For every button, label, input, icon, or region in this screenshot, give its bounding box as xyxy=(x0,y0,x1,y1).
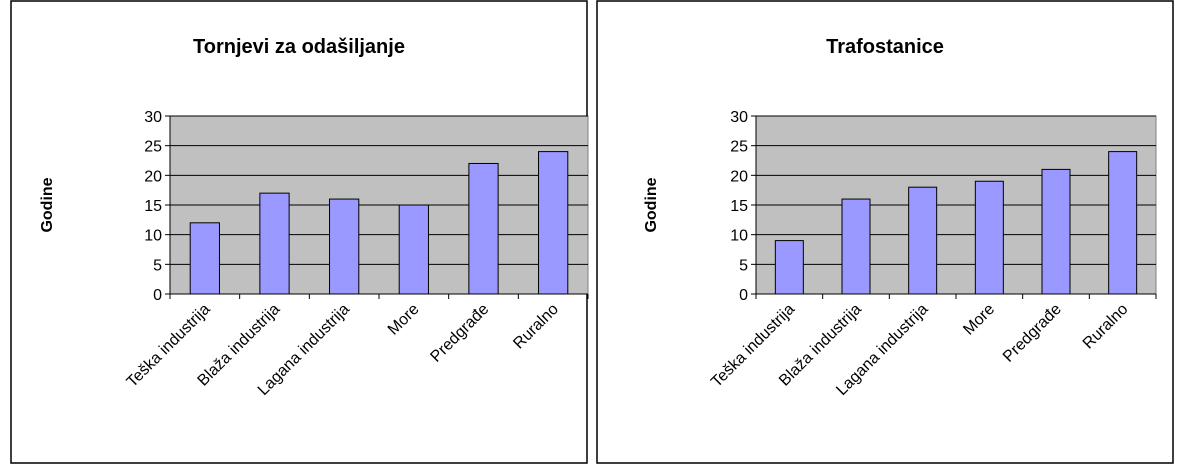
bar xyxy=(908,186,938,295)
bar xyxy=(1041,168,1071,295)
y-tick-label: 30 xyxy=(730,109,748,126)
y-tick-label: 20 xyxy=(144,168,162,185)
y-axis-label: Godine xyxy=(643,177,660,232)
chart-panel-substations: Trafostanice Godine 0 5 10 15 20 25 30 Teška in… xyxy=(596,0,1174,464)
y-tick-label: 30 xyxy=(144,109,162,126)
y-tick-label: 25 xyxy=(144,139,162,156)
bar xyxy=(538,151,569,295)
bar xyxy=(974,180,1004,295)
bar xyxy=(468,162,499,295)
y-tick-label: 5 xyxy=(739,257,748,274)
y-tick-label: 0 xyxy=(153,287,162,304)
y-tick-label: 15 xyxy=(144,198,162,215)
chart-title: Tornjevi za odašiljanje xyxy=(193,36,405,58)
y-axis-label: Godine xyxy=(39,177,56,232)
bar xyxy=(329,198,360,295)
y-tick-label: 10 xyxy=(144,228,162,245)
y-tick-label: 5 xyxy=(153,257,162,274)
y-tick-label: 15 xyxy=(730,198,748,215)
chart-title: Trafostanice xyxy=(826,36,944,58)
bar xyxy=(189,222,220,295)
bar xyxy=(259,192,290,295)
chart-panel-transmission-towers: Tornjevi za odašiljanje Godine 0 5 10 15 20 2… xyxy=(10,0,589,464)
y-tick-label: 20 xyxy=(730,168,748,185)
bar xyxy=(774,240,804,295)
bar xyxy=(841,198,871,295)
bar xyxy=(1108,151,1138,295)
y-tick-label: 0 xyxy=(739,287,748,304)
chart-svg: Tornjevi za odašiljanje Godine 0 5 10 15 20 2… xyxy=(10,0,589,464)
bar xyxy=(398,204,429,295)
y-tick-label: 25 xyxy=(730,139,748,156)
y-tick-label: 10 xyxy=(730,228,748,245)
